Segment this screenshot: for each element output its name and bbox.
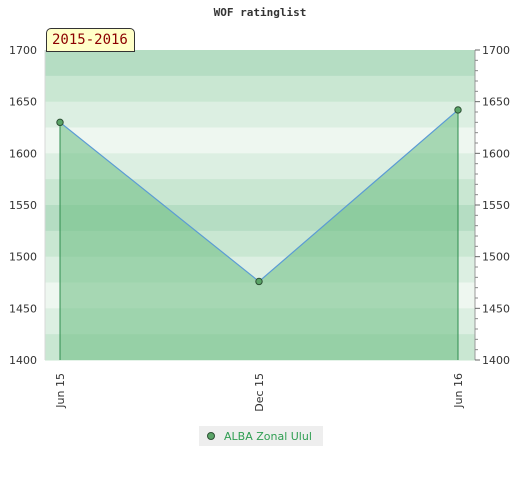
background-band bbox=[45, 127, 475, 154]
y-tick-label-left: 1400 bbox=[9, 354, 37, 367]
data-point bbox=[56, 118, 64, 127]
legend[interactable]: ALBA Zonal Ulul bbox=[199, 426, 323, 446]
y-tick-label-right: 1650 bbox=[482, 96, 510, 109]
chart-title: WOF ratinglist bbox=[213, 6, 307, 19]
y-tick-label-left: 1700 bbox=[9, 44, 37, 57]
x-axis: Jun 15 Dec 15 Jun 16 bbox=[54, 373, 465, 412]
x-tick-label: Jun 16 bbox=[452, 373, 465, 409]
background-band bbox=[45, 101, 475, 128]
y-tick-label-left: 1500 bbox=[9, 251, 37, 264]
legend-marker bbox=[207, 432, 215, 440]
y-tick-label-left: 1600 bbox=[9, 147, 37, 160]
background-band bbox=[45, 75, 475, 103]
y-tick-label-right: 1400 bbox=[482, 354, 510, 367]
y-axis-right: 1400 1450 1500 1550 1600 1650 1700 bbox=[475, 44, 510, 367]
y-tick-label-right: 1600 bbox=[482, 147, 510, 160]
x-tick-label: Dec 15 bbox=[253, 373, 266, 412]
y-tick-label-left: 1450 bbox=[9, 302, 37, 315]
y-tick-label-right: 1700 bbox=[482, 44, 510, 57]
season-badge: 2015-2016 bbox=[46, 28, 135, 52]
y-tick-label-right: 1450 bbox=[482, 302, 510, 315]
background-band bbox=[45, 50, 475, 77]
data-point bbox=[454, 106, 462, 114]
series-area bbox=[59, 109, 459, 360]
y-tick-label-left: 1550 bbox=[9, 199, 37, 212]
y-axis-left: 1400 1450 1500 1550 1600 1650 1700 bbox=[9, 44, 37, 367]
area-fill bbox=[60, 109, 458, 360]
legend-label: ALBA Zonal Ulul bbox=[224, 429, 312, 443]
x-tick-label: Jun 15 bbox=[54, 373, 67, 409]
series-marks bbox=[56, 106, 462, 286]
data-point bbox=[255, 277, 263, 286]
y-tick-label-right: 1550 bbox=[482, 199, 510, 212]
y-tick-label-left: 1650 bbox=[9, 96, 37, 109]
y-tick-label-right: 1500 bbox=[482, 251, 510, 264]
